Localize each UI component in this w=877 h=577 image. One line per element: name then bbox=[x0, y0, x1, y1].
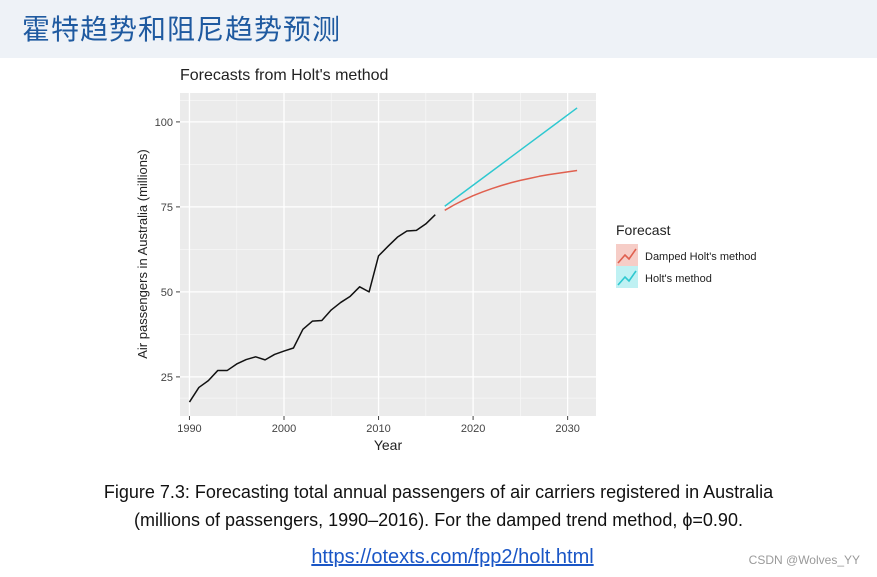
series-line-holt bbox=[444, 107, 578, 207]
y-tick-label: 75 bbox=[161, 202, 173, 214]
legend-key-damped bbox=[616, 244, 638, 266]
x-axis: 1990 2000 2010 2020 2030 bbox=[177, 416, 580, 435]
series-line-damped-holt bbox=[444, 169, 578, 211]
legend-title: Forecast bbox=[616, 222, 671, 238]
chart-container: Forecasts from Holt's method 25 50 75 100 1… bbox=[128, 60, 778, 462]
holt-forecast-chart: Forecasts from Holt's method 25 50 75 100 1… bbox=[135, 67, 757, 453]
slide-header: 霍特趋势和阻尼趋势预测 bbox=[0, 0, 877, 58]
legend-item-holt: Holt's method bbox=[616, 266, 712, 288]
x-tick-label: 2020 bbox=[461, 423, 485, 435]
y-tick-label: 100 bbox=[155, 117, 173, 129]
legend-item-damped: Damped Holt's method bbox=[616, 244, 757, 266]
chart-title: Forecasts from Holt's method bbox=[180, 67, 388, 84]
y-axis: 25 50 75 100 bbox=[155, 117, 180, 384]
slide-title: 霍特趋势和阻尼趋势预测 bbox=[22, 13, 342, 46]
grid-major bbox=[180, 93, 596, 416]
figure-caption-line-2: (millions of passengers, 1990–2016). For… bbox=[134, 510, 743, 530]
x-tick-label: 2030 bbox=[555, 423, 579, 435]
series-layer bbox=[188, 107, 578, 403]
source-link[interactable]: https://otexts.com/fpp2/holt.html bbox=[311, 546, 594, 568]
y-axis-label: Air passengers in Australia (millions) bbox=[135, 149, 150, 359]
y-tick-label: 50 bbox=[161, 287, 173, 299]
x-tick-label: 1990 bbox=[177, 423, 201, 435]
y-tick-label: 25 bbox=[161, 372, 173, 384]
plot-panel bbox=[180, 93, 596, 416]
legend: Forecast Damped Holt's method Holt's met… bbox=[616, 222, 757, 288]
legend-swatch-damped bbox=[617, 248, 637, 264]
figure-caption-line-1: Figure 7.3: Forecasting total annual pas… bbox=[103, 482, 774, 502]
grid-minor bbox=[180, 93, 596, 416]
series-line-observed bbox=[188, 214, 436, 403]
x-tick-label: 2000 bbox=[272, 423, 296, 435]
legend-key-holt bbox=[616, 266, 638, 288]
legend-label-damped: Damped Holt's method bbox=[645, 251, 757, 263]
watermark: CSDN @Wolves_YY bbox=[748, 553, 860, 567]
legend-label-holt: Holt's method bbox=[645, 273, 712, 285]
legend-swatch-holt bbox=[617, 270, 637, 286]
x-axis-label: Year bbox=[374, 437, 403, 453]
x-tick-label: 2010 bbox=[366, 423, 390, 435]
